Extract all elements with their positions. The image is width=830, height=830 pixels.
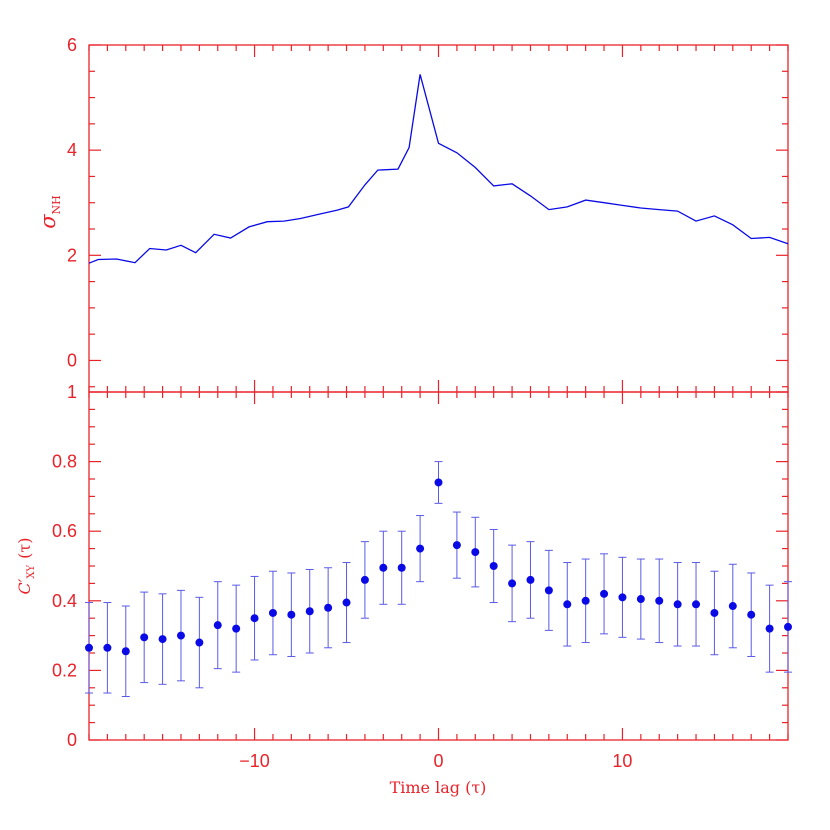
data-point: [121, 647, 130, 656]
data-points: [85, 478, 792, 656]
data-point: [397, 563, 406, 572]
data-point: [747, 610, 756, 619]
top-y-tick-labels: 0 2 4 6: [67, 35, 77, 370]
data-point: [673, 600, 682, 609]
data-point: [287, 610, 296, 619]
error-bars: [85, 461, 792, 697]
y-tick-label: 0.4: [52, 591, 77, 611]
data-point: [250, 614, 259, 623]
data-point: [765, 624, 774, 633]
x-axis-label: Time lag (τ): [390, 778, 487, 797]
data-point: [655, 596, 664, 605]
y-tick-label: 6: [67, 35, 77, 55]
data-point: [710, 608, 719, 617]
data-point: [103, 643, 112, 652]
top-panel-frame: [88, 44, 789, 393]
data-point: [434, 478, 443, 487]
data-point: [692, 600, 701, 609]
data-point: [563, 600, 572, 609]
data-point: [213, 621, 222, 630]
y-tick-label: 4: [67, 140, 77, 160]
data-point: [140, 633, 149, 642]
y-tick-label: 0.2: [52, 660, 77, 680]
bottom-y-tick-labels: 0 0.2 0.4 0.6 0.8 1: [52, 382, 77, 750]
data-point: [489, 562, 498, 570]
data-point: [379, 563, 388, 572]
y-tick-label: 0: [67, 350, 77, 370]
data-point: [416, 544, 425, 553]
data-point: [784, 622, 792, 631]
data-point: [195, 638, 204, 647]
x-tick-label: −10: [239, 751, 270, 771]
data-point: [581, 596, 590, 605]
bottom-y-label-main: C′: [15, 578, 34, 594]
data-point: [600, 589, 609, 598]
data-point: [305, 607, 314, 616]
data-point: [232, 624, 241, 633]
y-tick-label: 1: [67, 382, 77, 402]
x-tick-label: 0: [433, 751, 443, 771]
y-tick-label: 0: [67, 730, 77, 750]
data-point: [158, 635, 167, 644]
bottom-y-label-subscript: XY: [26, 564, 37, 578]
top-y-label-subscript: NH: [50, 195, 63, 214]
bottom-panel-frame: [88, 391, 789, 741]
data-point: [544, 586, 553, 595]
data-point: [526, 575, 535, 584]
top-panel: 0 2 4 6 σNH: [36, 35, 789, 393]
top-y-axis-label: σNH: [36, 195, 63, 229]
top-ticks: [88, 44, 789, 392]
bottom-ticks: [88, 391, 789, 741]
data-point: [471, 548, 480, 557]
bottom-x-tick-labels: −10 0 10: [239, 751, 632, 771]
data-point: [618, 593, 627, 602]
top-y-label-symbol: σ: [36, 214, 60, 229]
data-point: [324, 603, 333, 612]
y-tick-label: 0.8: [52, 452, 77, 472]
bottom-panel: 0 0.2 0.4 0.6 0.8 1 −10 0 10 C′XY (τ) Time lag (…: [15, 382, 792, 797]
data-point: [452, 541, 461, 550]
y-tick-label: 0.6: [52, 521, 77, 541]
data-point: [360, 575, 369, 584]
bottom-y-label-suffix: (τ): [15, 538, 34, 559]
bottom-y-axis-label: C′XY (τ): [15, 538, 37, 595]
data-point: [85, 643, 93, 652]
x-tick-label: 10: [612, 751, 632, 771]
data-point: [728, 602, 737, 611]
sigma-nh-line: [88, 74, 789, 264]
y-tick-label: 2: [67, 245, 77, 265]
data-point: [268, 608, 277, 617]
data-point: [508, 579, 517, 588]
data-point: [342, 598, 351, 607]
data-point: [636, 595, 645, 604]
data-point: [176, 631, 185, 640]
